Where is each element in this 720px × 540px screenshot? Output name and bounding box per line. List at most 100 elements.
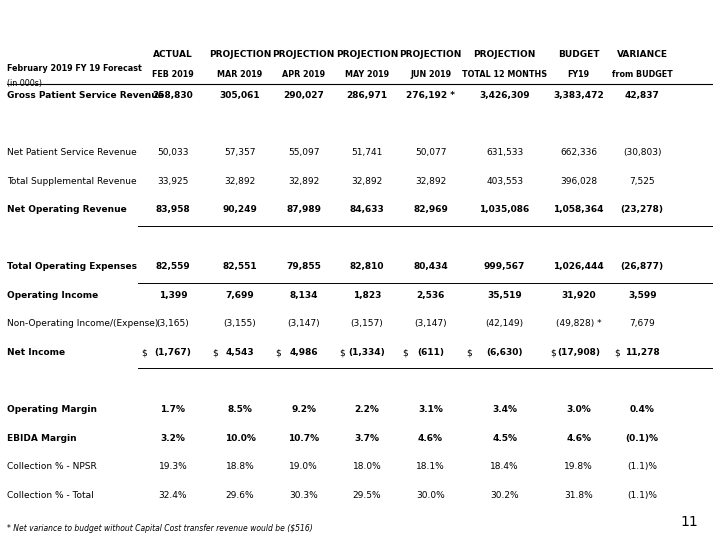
Text: HEALTH SYSTEM: HEALTH SYSTEM bbox=[65, 48, 127, 57]
Text: PROJECTION: PROJECTION bbox=[209, 50, 271, 59]
Text: Collection % - NPSR: Collection % - NPSR bbox=[7, 462, 97, 471]
Text: $: $ bbox=[141, 348, 147, 357]
Text: 50,077: 50,077 bbox=[415, 148, 446, 157]
Text: (42,149): (42,149) bbox=[485, 320, 523, 328]
Text: Non-Operating Income/(Expense): Non-Operating Income/(Expense) bbox=[7, 320, 158, 328]
Text: ACTUAL: ACTUAL bbox=[153, 50, 193, 59]
Text: 30.0%: 30.0% bbox=[416, 491, 445, 500]
Text: (1.1)%: (1.1)% bbox=[627, 462, 657, 471]
Text: 18.8%: 18.8% bbox=[225, 462, 254, 471]
Text: 32.4%: 32.4% bbox=[159, 491, 187, 500]
Text: 32,892: 32,892 bbox=[288, 177, 319, 186]
Text: TOTAL 12 MONTHS: TOTAL 12 MONTHS bbox=[462, 70, 547, 79]
Text: Collection % - Total: Collection % - Total bbox=[7, 491, 94, 500]
Text: EBIDA Margin: EBIDA Margin bbox=[7, 434, 77, 443]
Text: 1,823: 1,823 bbox=[353, 291, 382, 300]
Text: PROJECTION: PROJECTION bbox=[272, 50, 335, 59]
Text: $: $ bbox=[212, 348, 217, 357]
Text: 29.6%: 29.6% bbox=[226, 491, 254, 500]
Text: 19.0%: 19.0% bbox=[289, 462, 318, 471]
Text: 999,567: 999,567 bbox=[484, 262, 526, 271]
Text: 0.4%: 0.4% bbox=[630, 405, 654, 414]
Text: 290,027: 290,027 bbox=[283, 91, 324, 100]
Text: Operating Margin: Operating Margin bbox=[7, 405, 97, 414]
Text: (26,877): (26,877) bbox=[621, 262, 664, 271]
Text: 305,061: 305,061 bbox=[220, 91, 261, 100]
Text: 82,551: 82,551 bbox=[222, 262, 257, 271]
Text: 662,336: 662,336 bbox=[560, 148, 598, 157]
Text: $: $ bbox=[551, 348, 557, 357]
Text: (17,908): (17,908) bbox=[557, 348, 600, 357]
Text: (in 000s): (in 000s) bbox=[7, 79, 42, 89]
Text: MAY 2019: MAY 2019 bbox=[345, 70, 389, 79]
Text: 10.7%: 10.7% bbox=[288, 434, 319, 443]
Text: Operating Income: Operating Income bbox=[7, 291, 99, 300]
Text: APR 2019: APR 2019 bbox=[282, 70, 325, 79]
Text: $: $ bbox=[614, 348, 620, 357]
Text: 258,830: 258,830 bbox=[153, 91, 194, 100]
Text: 35,519: 35,519 bbox=[487, 291, 522, 300]
Text: (1,767): (1,767) bbox=[155, 348, 192, 357]
Text: 55,097: 55,097 bbox=[288, 148, 319, 157]
Text: 4.6%: 4.6% bbox=[418, 434, 443, 443]
Text: 276,192 *: 276,192 * bbox=[406, 91, 455, 100]
Text: 32,892: 32,892 bbox=[351, 177, 383, 186]
Text: 8.5%: 8.5% bbox=[228, 405, 253, 414]
Text: 2,536: 2,536 bbox=[416, 291, 445, 300]
Text: 19.3%: 19.3% bbox=[158, 462, 187, 471]
Text: 29.5%: 29.5% bbox=[353, 491, 382, 500]
Text: 19.8%: 19.8% bbox=[564, 462, 593, 471]
Text: 31.8%: 31.8% bbox=[564, 491, 593, 500]
Text: FY 19 Year End Forecast: FY 19 Year End Forecast bbox=[245, 51, 472, 69]
Text: (3,165): (3,165) bbox=[157, 320, 189, 328]
Text: Gross Patient Service Revenue: Gross Patient Service Revenue bbox=[7, 91, 164, 100]
Text: 42,837: 42,837 bbox=[625, 91, 660, 100]
Text: 3,599: 3,599 bbox=[628, 291, 657, 300]
Text: 87,989: 87,989 bbox=[286, 205, 321, 214]
Text: 82,559: 82,559 bbox=[156, 262, 190, 271]
Text: 82,969: 82,969 bbox=[413, 205, 448, 214]
Text: (6,630): (6,630) bbox=[487, 348, 523, 357]
Text: 3,426,309: 3,426,309 bbox=[480, 91, 530, 100]
Text: 7,525: 7,525 bbox=[629, 177, 655, 186]
Text: 286,971: 286,971 bbox=[346, 91, 387, 100]
Text: 4.5%: 4.5% bbox=[492, 434, 517, 443]
Text: 4,543: 4,543 bbox=[226, 348, 254, 357]
Text: 50,033: 50,033 bbox=[157, 148, 189, 157]
Text: Net Operating Revenue: Net Operating Revenue bbox=[7, 205, 127, 214]
Text: 51,741: 51,741 bbox=[351, 148, 383, 157]
Text: 11: 11 bbox=[680, 515, 698, 529]
Text: Total Operating Expenses: Total Operating Expenses bbox=[7, 262, 138, 271]
Text: 7,699: 7,699 bbox=[225, 291, 254, 300]
Text: 80,434: 80,434 bbox=[413, 262, 448, 271]
Text: 82,810: 82,810 bbox=[350, 262, 384, 271]
Text: 1,058,364: 1,058,364 bbox=[554, 205, 604, 214]
Text: MAR 2019: MAR 2019 bbox=[217, 70, 263, 79]
Text: $: $ bbox=[466, 348, 472, 357]
Text: 3.2%: 3.2% bbox=[161, 434, 186, 443]
Text: (1.1)%: (1.1)% bbox=[627, 491, 657, 500]
Text: 3,383,472: 3,383,472 bbox=[554, 91, 604, 100]
Text: FY19: FY19 bbox=[567, 70, 590, 79]
Text: February 2019 FY 19 Forecast: February 2019 FY 19 Forecast bbox=[7, 64, 142, 72]
Text: 30.2%: 30.2% bbox=[490, 491, 519, 500]
Text: PROJECTION: PROJECTION bbox=[400, 50, 462, 59]
Text: 4.6%: 4.6% bbox=[566, 434, 591, 443]
Text: Total Supplemental Revenue: Total Supplemental Revenue bbox=[7, 177, 137, 186]
Text: 30.3%: 30.3% bbox=[289, 491, 318, 500]
Text: February 2019 Financial Report: February 2019 Financial Report bbox=[245, 19, 540, 37]
Text: 79,855: 79,855 bbox=[286, 262, 321, 271]
Text: 4,986: 4,986 bbox=[289, 348, 318, 357]
Text: JUN 2019: JUN 2019 bbox=[410, 70, 451, 79]
Text: (3,147): (3,147) bbox=[414, 320, 447, 328]
Text: 3.0%: 3.0% bbox=[567, 405, 591, 414]
Text: from BUDGET: from BUDGET bbox=[612, 70, 672, 79]
Text: $: $ bbox=[339, 348, 345, 357]
Text: ▲  ALAMEDA: ▲ ALAMEDA bbox=[29, 15, 134, 30]
Text: 403,553: 403,553 bbox=[486, 177, 523, 186]
Text: * Net variance to budget without Capital Cost transfer revenue would be ($516): * Net variance to budget without Capital… bbox=[7, 524, 313, 533]
Text: (611): (611) bbox=[417, 348, 444, 357]
Text: 3.4%: 3.4% bbox=[492, 405, 517, 414]
Text: (0.1)%: (0.1)% bbox=[626, 434, 659, 443]
Text: (49,828) *: (49,828) * bbox=[556, 320, 601, 328]
